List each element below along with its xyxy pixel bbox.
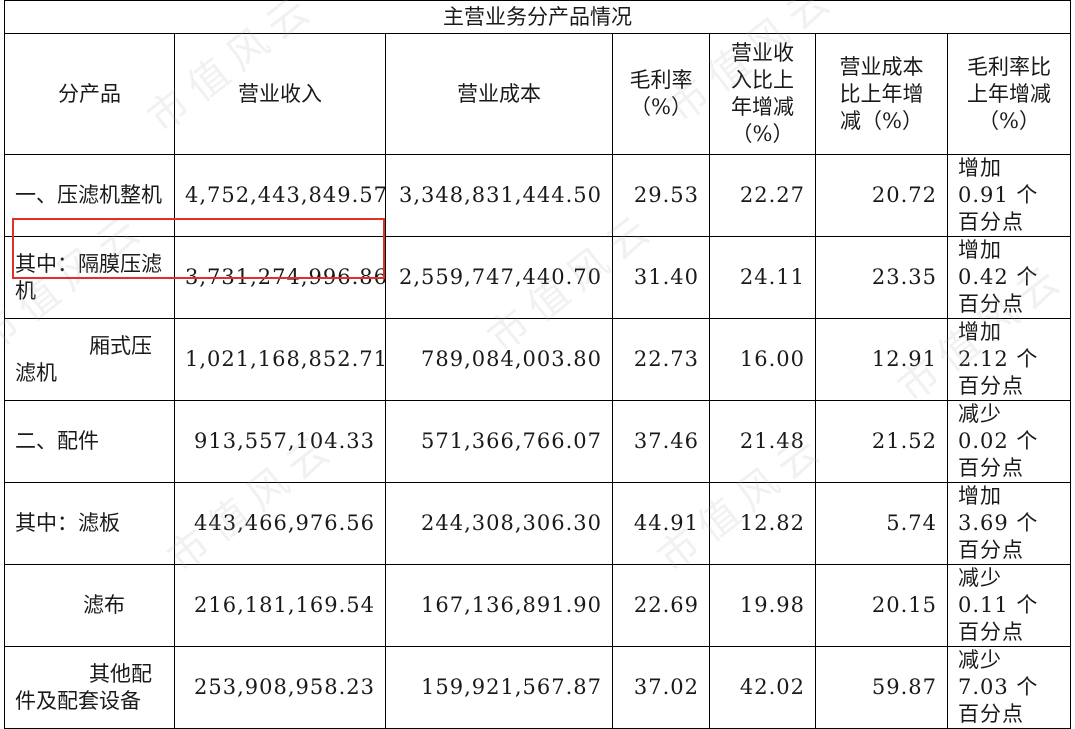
cell-revenue: 253,908,958.23 <box>174 646 386 729</box>
cell-cost-change: 20.72 <box>815 154 948 237</box>
row-label: 厢式压 滤机 <box>4 318 175 401</box>
cell-cost-change: 21.52 <box>815 400 948 483</box>
cell-margin: 29.53 <box>612 154 710 237</box>
cell-revenue-change: 21.48 <box>709 400 816 483</box>
cell-margin-change: 增加 2.12 个百分点 <box>947 318 1071 401</box>
cell-cost-change: 20.15 <box>815 564 948 647</box>
cell-margin: 37.02 <box>612 646 710 729</box>
cell-cost: 159,921,567.87 <box>385 646 613 729</box>
cell-margin: 22.73 <box>612 318 710 401</box>
cell-margin-change: 减少 0.11 个百分点 <box>947 564 1071 647</box>
cell-revenue-change: 24.11 <box>709 236 816 319</box>
cell-margin: 31.40 <box>612 236 710 319</box>
header-revenue: 营业收入 <box>174 33 386 155</box>
cell-revenue-change: 19.98 <box>709 564 816 647</box>
header-cost-change: 营业成本 比上年增 减（%） <box>815 33 948 155</box>
cell-margin-change: 增加 0.91 个百分点 <box>947 154 1071 237</box>
cell-revenue-change: 12.82 <box>709 482 816 565</box>
table-row: 其他配 件及配套设备 253,908,958.23 159,921,567.87… <box>4 646 1071 729</box>
row-label: 其中：滤板 <box>4 482 175 565</box>
highlight-box <box>12 218 385 279</box>
cell-revenue: 443,466,976.56 <box>174 482 386 565</box>
cell-margin: 22.69 <box>612 564 710 647</box>
cell-cost-change: 12.91 <box>815 318 948 401</box>
cell-cost: 167,136,891.90 <box>385 564 613 647</box>
row-label: 滤布 <box>4 564 175 647</box>
header-margin: 毛利率 （%） <box>612 33 710 155</box>
cell-margin: 44.91 <box>612 482 710 565</box>
row-label: 二、配件 <box>4 400 175 483</box>
cell-cost: 789,084,003.80 <box>385 318 613 401</box>
cell-revenue: 216,181,169.54 <box>174 564 386 647</box>
header-product: 分产品 <box>4 33 175 155</box>
cell-revenue-change: 42.02 <box>709 646 816 729</box>
cell-margin-change: 增加 3.69 个百分点 <box>947 482 1071 565</box>
row-label: 其他配 件及配套设备 <box>4 646 175 729</box>
cell-cost-change: 5.74 <box>815 482 948 565</box>
cell-cost: 244,308,306.30 <box>385 482 613 565</box>
cell-cost-change: 59.87 <box>815 646 948 729</box>
cell-margin-change: 减少 7.03 个百分点 <box>947 646 1071 729</box>
cell-cost-change: 23.35 <box>815 236 948 319</box>
cell-revenue-change: 16.00 <box>709 318 816 401</box>
product-revenue-table: 主营业务分产品情况 分产品 营业收入 营业成本 毛利率 （%） 营业收 入比上 … <box>4 0 1071 729</box>
table-row: 其中：滤板 443,466,976.56 244,308,306.30 44.9… <box>4 482 1071 565</box>
cell-cost: 3,348,831,444.50 <box>385 154 613 237</box>
table-title: 主营业务分产品情况 <box>4 0 1071 34</box>
cell-revenue: 4,752,443,849.57 <box>174 154 386 237</box>
table-row: 厢式压 滤机 1,021,168,852.71 789,084,003.80 2… <box>4 318 1071 401</box>
cell-margin-change: 增加 0.42 个百分点 <box>947 236 1071 319</box>
cell-revenue: 913,557,104.33 <box>174 400 386 483</box>
table-row: 滤布 216,181,169.54 167,136,891.90 22.69 1… <box>4 564 1071 647</box>
cell-cost: 571,366,766.07 <box>385 400 613 483</box>
cell-revenue-change: 22.27 <box>709 154 816 237</box>
table-row: 二、配件 913,557,104.33 571,366,766.07 37.46… <box>4 400 1071 483</box>
row-label: 一、压滤机整机 <box>4 154 175 237</box>
header-margin-change: 毛利率比 上年增减 （%） <box>947 33 1071 155</box>
header-revenue-change: 营业收 入比上 年增减 （%） <box>709 33 816 155</box>
header-cost: 营业成本 <box>385 33 613 155</box>
cell-revenue: 1,021,168,852.71 <box>174 318 386 401</box>
cell-margin: 37.46 <box>612 400 710 483</box>
cell-margin-change: 减少 0.02 个百分点 <box>947 400 1071 483</box>
cell-cost: 2,559,747,440.70 <box>385 236 613 319</box>
